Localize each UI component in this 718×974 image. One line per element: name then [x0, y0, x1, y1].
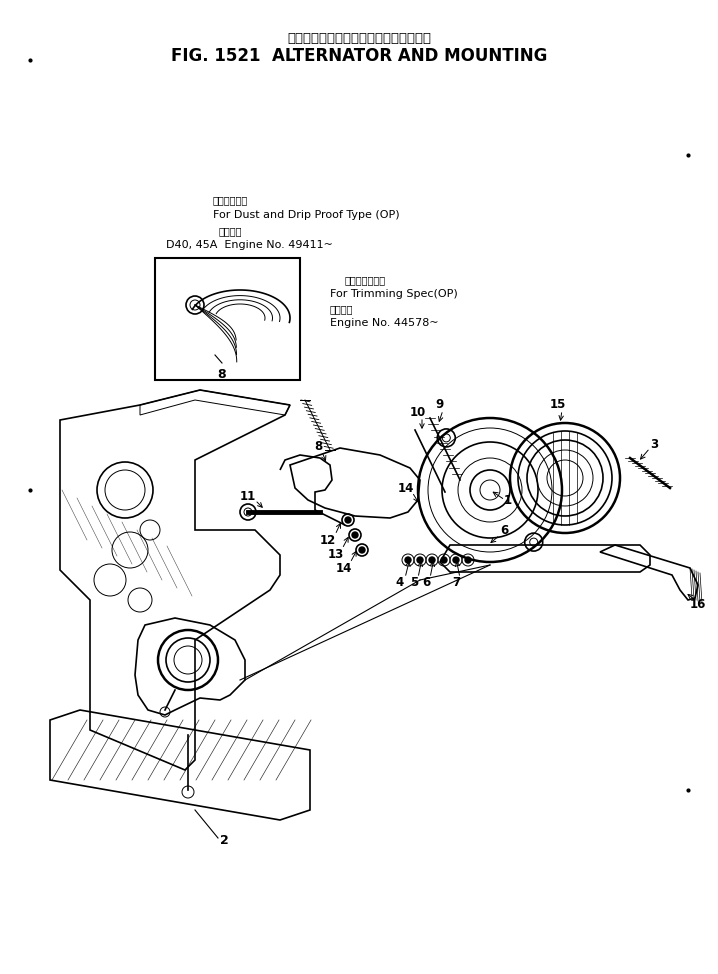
Text: 適用号機: 適用号機: [330, 304, 353, 314]
Text: 8: 8: [218, 368, 226, 381]
Text: 適用号機: 適用号機: [218, 226, 242, 236]
Text: 1: 1: [504, 494, 512, 506]
Circle shape: [429, 557, 435, 563]
Text: 2: 2: [220, 834, 229, 846]
Text: D40, 45A  Engine No. 49411~: D40, 45A Engine No. 49411~: [166, 240, 333, 250]
Text: 14: 14: [336, 561, 353, 575]
Text: オルタネータ　および　マウンティング: オルタネータ および マウンティング: [287, 31, 431, 45]
Text: 12: 12: [320, 534, 336, 546]
Text: 10: 10: [410, 405, 426, 419]
Text: 6: 6: [500, 523, 508, 537]
Circle shape: [417, 557, 423, 563]
Text: 5: 5: [410, 576, 418, 588]
Circle shape: [405, 557, 411, 563]
Circle shape: [352, 532, 358, 538]
Text: 8: 8: [314, 440, 322, 454]
Text: 16: 16: [690, 597, 707, 611]
Text: 防塵防滴型用: 防塵防滴型用: [213, 195, 248, 205]
Text: For Dust and Drip Proof Type (OP): For Dust and Drip Proof Type (OP): [213, 210, 400, 220]
Circle shape: [453, 557, 459, 563]
Text: FIG. 1521  ALTERNATOR AND MOUNTING: FIG. 1521 ALTERNATOR AND MOUNTING: [171, 47, 547, 65]
Text: 11: 11: [240, 490, 256, 503]
Text: 15: 15: [550, 398, 567, 411]
Bar: [155, 258, 300, 380]
Text: 13: 13: [328, 547, 344, 560]
Circle shape: [441, 557, 447, 563]
Text: For Trimming Spec(OP): For Trimming Spec(OP): [330, 289, 458, 299]
Text: トリミング仕様: トリミング仕様: [345, 275, 386, 285]
Text: 9: 9: [436, 398, 444, 411]
Circle shape: [465, 557, 471, 563]
Text: 7: 7: [452, 576, 460, 588]
Circle shape: [359, 547, 365, 553]
Text: 4: 4: [396, 576, 404, 588]
Text: 14: 14: [398, 481, 414, 495]
Text: Engine No. 44578~: Engine No. 44578~: [330, 318, 439, 328]
Text: 3: 3: [650, 437, 658, 451]
Text: 6: 6: [422, 576, 430, 588]
Circle shape: [345, 517, 351, 523]
